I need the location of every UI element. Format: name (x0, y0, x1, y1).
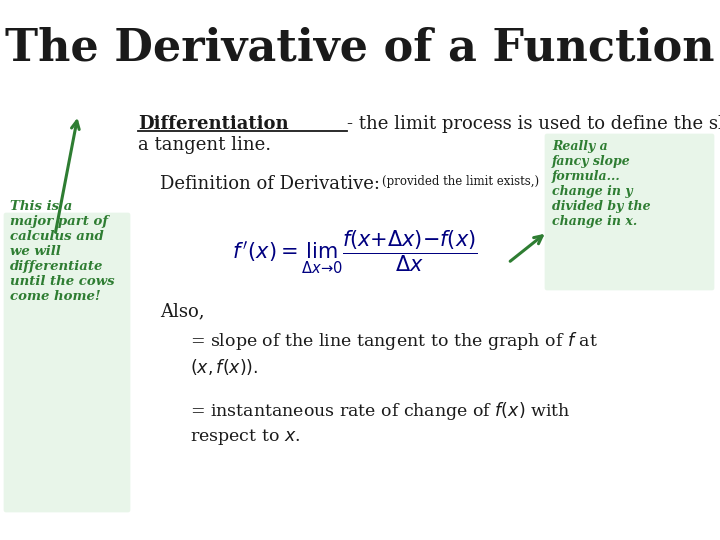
Text: - the limit process is used to define the slope of: - the limit process is used to define th… (347, 115, 720, 133)
Text: This is a
major part of
calculus and
we will
differentiate
until the cows
come h: This is a major part of calculus and we … (10, 200, 114, 303)
Text: respect to $x$.: respect to $x$. (190, 427, 300, 447)
FancyBboxPatch shape (545, 134, 714, 290)
Text: a tangent line.: a tangent line. (138, 136, 271, 154)
Text: Really a
fancy slope
formula...
change in y
divided by the
change in x.: Really a fancy slope formula... change i… (552, 140, 651, 228)
Text: = instantaneous rate of change of $f(x)$ with: = instantaneous rate of change of $f(x)$… (190, 400, 570, 422)
Text: Differentiation: Differentiation (138, 115, 289, 133)
Text: (provided the limit exists,): (provided the limit exists,) (382, 175, 539, 188)
Text: Also,: Also, (160, 302, 204, 320)
Text: = slope of the line tangent to the graph of $f$ at: = slope of the line tangent to the graph… (190, 330, 598, 352)
FancyBboxPatch shape (4, 213, 130, 512)
Text: $f\,'(x) = \lim_{\Delta x \to 0} \dfrac{f(x + \Delta x) - f(x)}{\Delta x}$: $f\,'(x) = \lim_{\Delta x \to 0} \dfrac{… (232, 228, 478, 276)
Text: The Derivative of a Function: The Derivative of a Function (5, 26, 715, 70)
Text: Definition of Derivative:: Definition of Derivative: (160, 175, 380, 193)
Text: $(x, f(x)).$: $(x, f(x)).$ (190, 357, 258, 377)
